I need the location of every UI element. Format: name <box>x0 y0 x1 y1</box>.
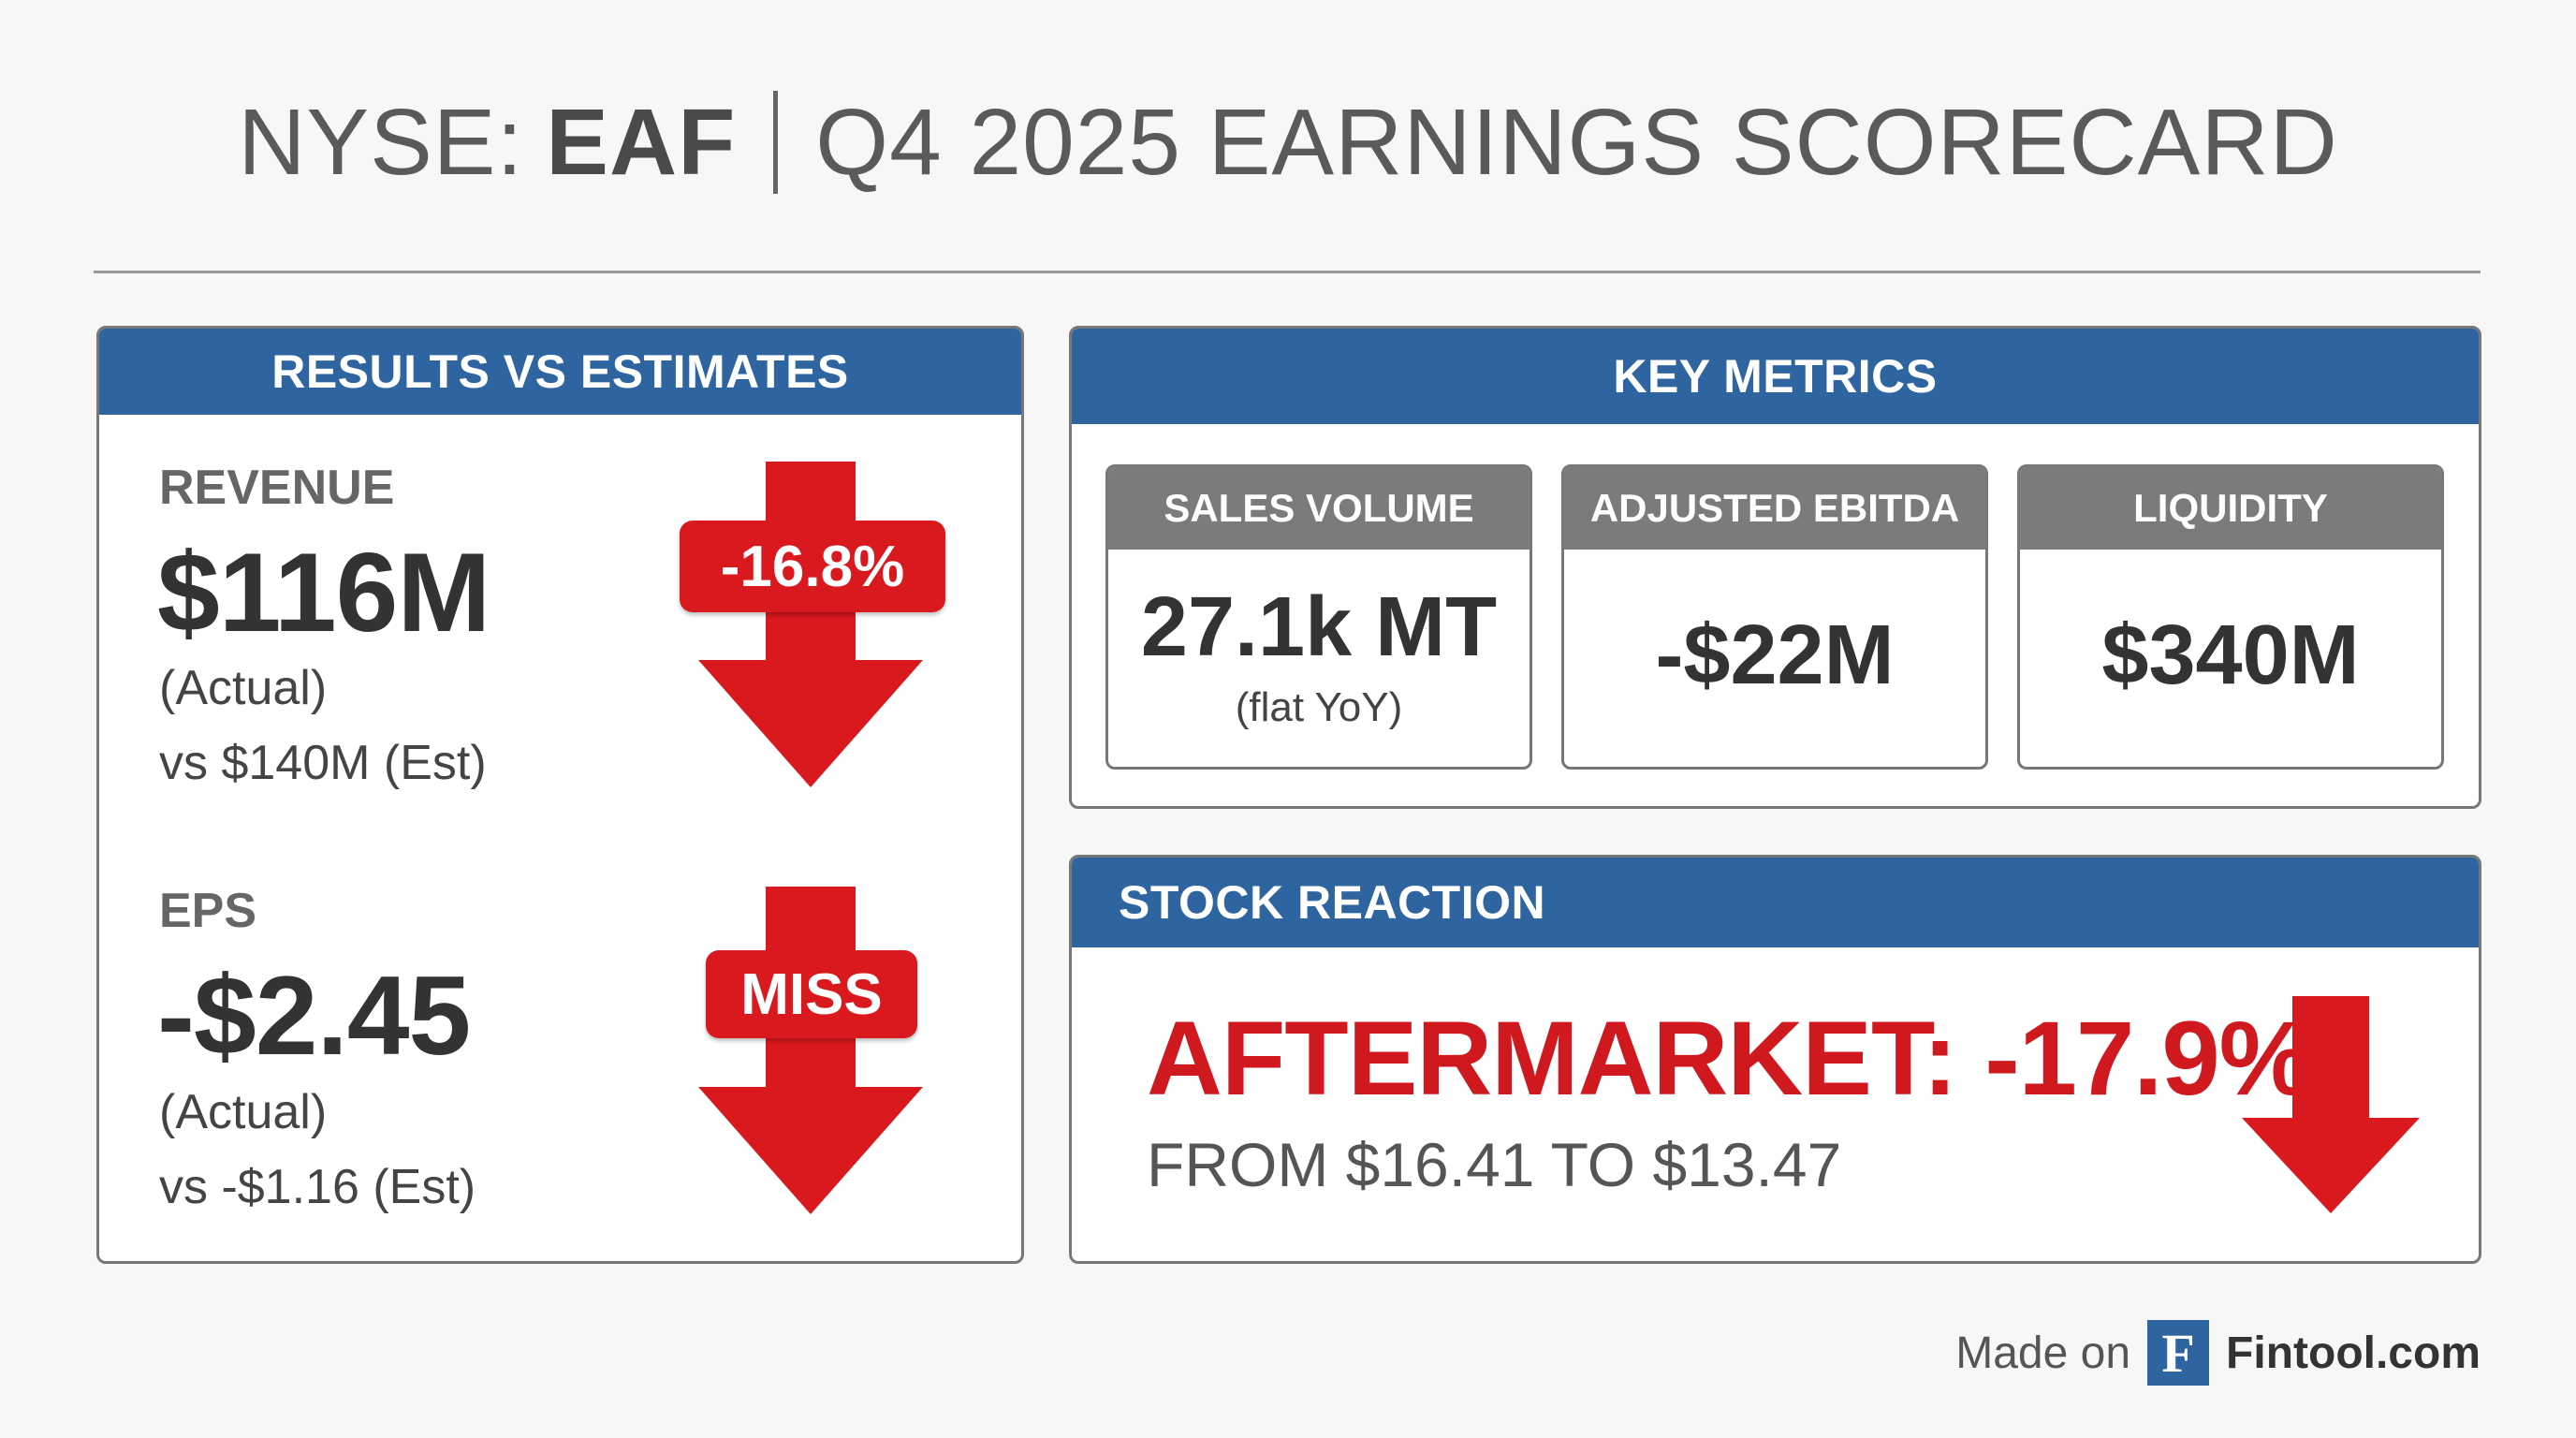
metric-card-label: SALES VOLUME <box>1108 467 1530 550</box>
metric-card-value: 27.1k MT <box>1140 580 1498 674</box>
fintool-logo-icon: F <box>2147 1320 2210 1386</box>
stock-reaction-panel: STOCK REACTION AFTERMARKET: -17.9% FROM … <box>1069 855 2481 1264</box>
metric-card-note: (flat YoY) <box>1235 684 1403 730</box>
results-panel: RESULTS VS ESTIMATES REVENUE $116M (Actu… <box>96 326 1024 1264</box>
metric-card-adjusted-ebitda: ADJUSTED EBITDA -$22M <box>1561 464 1988 770</box>
price-range: FROM $16.41 TO $13.47 <box>1147 1130 1842 1199</box>
revenue-value: $116M <box>157 530 490 655</box>
stock-reaction-panel-header: STOCK REACTION <box>1072 858 2479 947</box>
ticker-symbol: EAF <box>546 89 737 195</box>
exchange-label: NYSE: <box>238 89 524 195</box>
metric-card-liquidity: LIQUIDITY $340M <box>2017 464 2444 770</box>
eps-miss-badge: MISS <box>706 950 917 1038</box>
down-arrow-icon <box>2242 996 2420 1213</box>
down-arrow-icon <box>698 887 923 1214</box>
metric-card-label: LIQUIDITY <box>2020 467 2441 550</box>
eps-label: EPS <box>159 884 257 938</box>
revenue-variance-badge: -16.8% <box>680 521 945 612</box>
revenue-estimate: vs $140M (Est) <box>159 736 487 790</box>
metric-card-value: -$22M <box>1655 609 1895 702</box>
down-arrow-icon <box>698 462 923 787</box>
revenue-actual-label: (Actual) <box>159 661 328 715</box>
eps-value: -$2.45 <box>157 953 471 1078</box>
made-on-label: Made on <box>1955 1328 2131 1378</box>
key-metrics-panel: KEY METRICS SALES VOLUME 27.1k MT (flat … <box>1069 326 2481 809</box>
metric-card-label: ADJUSTED EBITDA <box>1564 467 1985 550</box>
metric-card-sales-volume: SALES VOLUME 27.1k MT (flat YoY) <box>1105 464 1532 770</box>
title-divider <box>94 271 2481 273</box>
title-separator <box>773 91 779 194</box>
results-panel-header: RESULTS VS ESTIMATES <box>99 329 1021 415</box>
revenue-label: REVENUE <box>159 461 395 515</box>
metric-card-value: $340M <box>2101 609 2360 702</box>
title-subtitle: Q4 2025 EARNINGS SCORECARD <box>815 89 2338 195</box>
eps-actual-label: (Actual) <box>159 1085 328 1139</box>
page-title: NYSE: EAF Q4 2025 EARNINGS SCORECARD <box>0 86 2576 198</box>
eps-estimate: vs -$1.16 (Est) <box>159 1160 476 1214</box>
footer-attribution: Made on F Fintool.com <box>1955 1315 2481 1390</box>
aftermarket-change: AFTERMARKET: -17.9% <box>1147 1000 2312 1117</box>
key-metrics-panel-header: KEY METRICS <box>1072 329 2479 424</box>
fintool-brand-link[interactable]: Fintool.com <box>2226 1328 2481 1378</box>
